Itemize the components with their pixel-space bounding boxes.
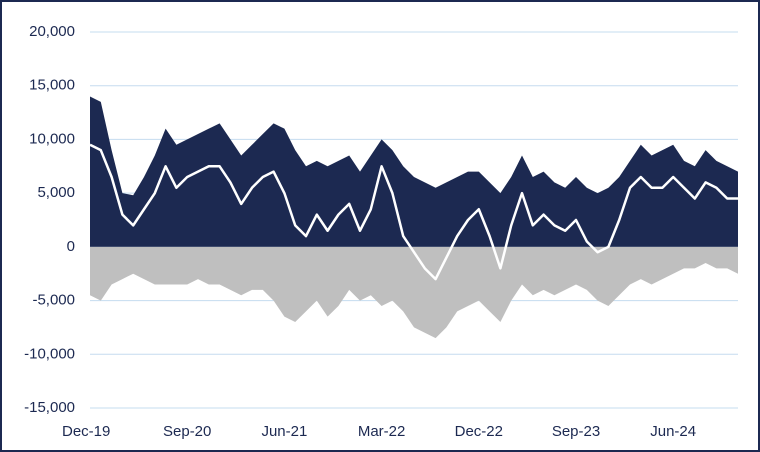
x-tick-label: Sep-23 xyxy=(552,423,600,440)
y-tick-label: -15,000 xyxy=(24,399,75,416)
area xyxy=(90,96,738,247)
y-tick-label: -5,000 xyxy=(32,292,75,309)
x-tick-label: Mar-22 xyxy=(358,423,406,440)
x-tick-label: Dec-19 xyxy=(62,423,110,440)
y-tick-label: 5,000 xyxy=(37,184,75,201)
area xyxy=(90,246,738,339)
y-tick-label: -10,000 xyxy=(24,345,75,362)
x-tick-label: Jun-21 xyxy=(261,423,307,440)
line xyxy=(89,143,738,281)
y-tick-label: 10,000 xyxy=(29,130,75,147)
x-tick-label: Jun-24 xyxy=(650,423,696,440)
x-tick-label: Dec-22 xyxy=(455,423,503,440)
y-tick-label: 20,000 xyxy=(29,23,75,40)
x-tick-label: Sep-20 xyxy=(163,423,211,440)
y-tick-label: 15,000 xyxy=(29,77,75,94)
y-tick-label: 0 xyxy=(67,238,75,255)
